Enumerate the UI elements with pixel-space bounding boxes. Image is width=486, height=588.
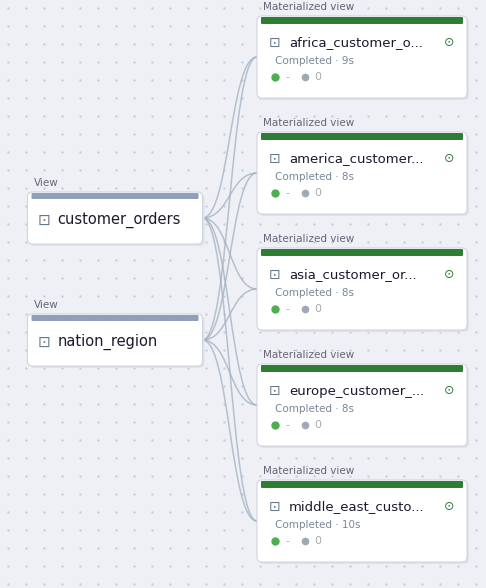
Text: -: -: [285, 304, 289, 314]
Text: ⊙: ⊙: [444, 500, 454, 513]
Text: ⊙: ⊙: [444, 152, 454, 165]
Text: nation_region: nation_region: [57, 334, 158, 350]
FancyBboxPatch shape: [30, 316, 205, 368]
Text: 0: 0: [314, 536, 321, 546]
Text: america_customer...: america_customer...: [289, 152, 423, 165]
Text: View: View: [34, 178, 58, 188]
Text: 0: 0: [314, 304, 321, 314]
FancyBboxPatch shape: [30, 194, 205, 246]
FancyBboxPatch shape: [259, 18, 469, 100]
Text: middle_east_custo...: middle_east_custo...: [289, 500, 425, 513]
Text: ⊙: ⊙: [444, 385, 454, 397]
Text: Materialized view: Materialized view: [263, 350, 354, 360]
Text: ⊡: ⊡: [37, 335, 50, 349]
FancyBboxPatch shape: [259, 250, 469, 332]
Text: -: -: [285, 536, 289, 546]
Text: Materialized view: Materialized view: [263, 234, 354, 244]
Text: -: -: [285, 188, 289, 198]
Text: Completed · 10s: Completed · 10s: [275, 520, 361, 530]
Text: Completed · 8s: Completed · 8s: [275, 172, 354, 182]
Text: 0: 0: [314, 420, 321, 430]
FancyBboxPatch shape: [28, 314, 203, 366]
Text: -: -: [285, 72, 289, 82]
FancyBboxPatch shape: [261, 17, 463, 24]
FancyBboxPatch shape: [261, 481, 463, 488]
FancyBboxPatch shape: [28, 192, 203, 244]
Text: ⊙: ⊙: [444, 269, 454, 282]
Text: customer_orders: customer_orders: [57, 212, 181, 228]
FancyBboxPatch shape: [259, 482, 469, 564]
Text: -: -: [285, 420, 289, 430]
FancyBboxPatch shape: [32, 315, 198, 321]
FancyBboxPatch shape: [261, 249, 463, 256]
FancyBboxPatch shape: [257, 480, 467, 562]
FancyBboxPatch shape: [259, 134, 469, 216]
FancyBboxPatch shape: [261, 133, 463, 140]
Text: ⊡: ⊡: [37, 212, 50, 228]
FancyBboxPatch shape: [32, 193, 198, 199]
Text: 0: 0: [314, 72, 321, 82]
FancyBboxPatch shape: [257, 132, 467, 214]
Text: africa_customer_o...: africa_customer_o...: [289, 36, 423, 49]
Text: Completed · 8s: Completed · 8s: [275, 288, 354, 298]
Text: Completed · 8s: Completed · 8s: [275, 404, 354, 414]
Text: ⊡: ⊡: [269, 152, 281, 166]
FancyBboxPatch shape: [261, 365, 463, 372]
FancyBboxPatch shape: [257, 248, 467, 330]
FancyBboxPatch shape: [257, 364, 467, 446]
Text: ⊡: ⊡: [269, 500, 281, 514]
Text: ⊡: ⊡: [269, 268, 281, 282]
Text: asia_customer_or...: asia_customer_or...: [289, 269, 417, 282]
Text: View: View: [34, 300, 58, 310]
Text: europe_customer_...: europe_customer_...: [289, 385, 424, 397]
Text: Materialized view: Materialized view: [263, 2, 354, 12]
Text: Materialized view: Materialized view: [263, 118, 354, 128]
FancyBboxPatch shape: [259, 366, 469, 448]
Text: Materialized view: Materialized view: [263, 466, 354, 476]
Text: Completed · 9s: Completed · 9s: [275, 56, 354, 66]
Text: ⊡: ⊡: [269, 384, 281, 398]
Text: ⊡: ⊡: [269, 36, 281, 50]
Text: ⊙: ⊙: [444, 36, 454, 49]
Text: 0: 0: [314, 188, 321, 198]
FancyBboxPatch shape: [257, 16, 467, 98]
